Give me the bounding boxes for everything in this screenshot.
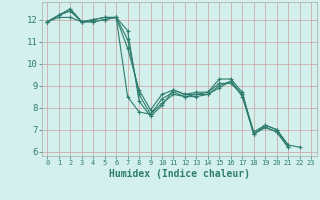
X-axis label: Humidex (Indice chaleur): Humidex (Indice chaleur) [109, 169, 250, 179]
